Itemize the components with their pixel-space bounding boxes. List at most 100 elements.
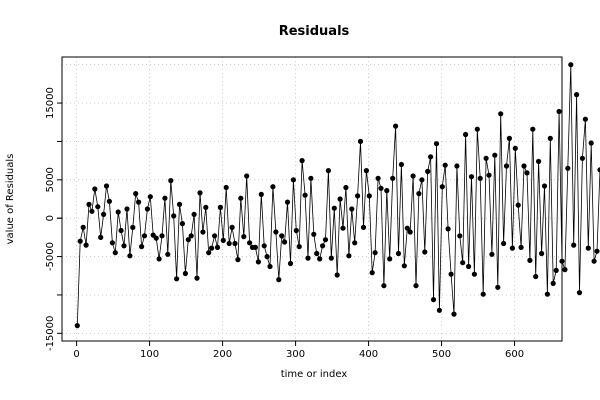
data-point [156, 256, 162, 262]
data-point [98, 234, 104, 240]
data-point [112, 250, 118, 256]
data-point [229, 224, 235, 230]
data-point [121, 243, 127, 249]
data-point [299, 158, 305, 164]
data-point [556, 108, 562, 115]
data-point [579, 155, 586, 161]
data-point [136, 199, 142, 205]
data-point [206, 250, 212, 256]
data-point [86, 201, 92, 207]
data-point [445, 226, 451, 232]
data-point [264, 254, 270, 260]
data-point [317, 256, 323, 262]
data-point [588, 140, 594, 146]
data-point [334, 272, 340, 278]
x-tick-label: 200 [213, 349, 232, 360]
data-point [436, 307, 442, 313]
data-point [217, 204, 223, 210]
data-point [270, 184, 276, 190]
data-point [191, 211, 197, 217]
data-point [133, 191, 139, 197]
data-point [276, 277, 282, 283]
data-point [203, 204, 209, 210]
data-point [287, 260, 294, 267]
data-point [147, 194, 153, 200]
x-tick-label: 100 [140, 349, 159, 360]
data-point [296, 244, 302, 250]
y-tick-label: -5000 [45, 242, 56, 271]
data-point [407, 229, 413, 235]
data-point [179, 221, 185, 227]
data-point [322, 237, 329, 243]
data-point [585, 245, 591, 251]
data-point [460, 260, 466, 266]
data-point [559, 258, 565, 264]
data-point [267, 263, 273, 270]
data-point [325, 168, 331, 174]
data-point [582, 116, 589, 122]
data-point [381, 283, 387, 289]
data-point [185, 237, 191, 243]
data-point [343, 184, 349, 191]
data-point [369, 270, 375, 276]
x-tick-label: 300 [286, 349, 305, 360]
data-point [214, 244, 221, 250]
data-point [430, 297, 437, 303]
data-point [153, 235, 159, 241]
data-point [466, 263, 472, 270]
data-point [238, 195, 244, 201]
y-tick-label: -15000 [45, 316, 56, 351]
data-point [471, 271, 477, 277]
data-point [331, 205, 337, 211]
data-point [506, 135, 512, 141]
data-point [378, 185, 384, 191]
data-point [410, 173, 416, 179]
data-point [255, 259, 261, 265]
data-point [171, 213, 177, 219]
data-point [448, 271, 454, 277]
data-point [223, 184, 229, 191]
data-point [454, 163, 460, 169]
data-point [311, 231, 317, 237]
data-point [168, 178, 174, 184]
data-point [401, 263, 407, 269]
data-point [521, 163, 527, 169]
data-point [282, 239, 288, 245]
data-point [398, 161, 404, 168]
x-axis: 0 100 200 300 400 500 600 [73, 341, 524, 360]
data-point [118, 227, 124, 234]
series-points [74, 62, 600, 329]
data-point [515, 202, 521, 208]
data-point [92, 186, 98, 192]
data-point [194, 275, 200, 281]
x-tick-label: 500 [432, 349, 451, 360]
data-point [308, 175, 314, 181]
data-point [512, 145, 518, 151]
data-point [366, 193, 372, 199]
data-point [139, 244, 145, 250]
data-point [226, 240, 232, 247]
data-point [553, 267, 559, 273]
data-point [565, 165, 571, 171]
data-point [419, 177, 425, 183]
data-point [83, 242, 89, 248]
data-point [241, 234, 247, 240]
data-point [594, 248, 600, 254]
data-point [320, 243, 326, 249]
data-point [395, 250, 402, 257]
data-point [182, 270, 188, 277]
data-point [252, 244, 258, 250]
data-point [95, 204, 101, 210]
data-point [247, 240, 253, 246]
data-point [422, 249, 428, 255]
data-point [451, 311, 457, 317]
data-point [413, 283, 419, 289]
data-point [539, 250, 545, 257]
data-point [357, 138, 364, 144]
data-point [576, 290, 583, 296]
data-point [293, 227, 299, 234]
data-point [393, 123, 399, 129]
data-point [489, 251, 495, 257]
data-point [141, 233, 148, 239]
data-point [188, 233, 194, 239]
